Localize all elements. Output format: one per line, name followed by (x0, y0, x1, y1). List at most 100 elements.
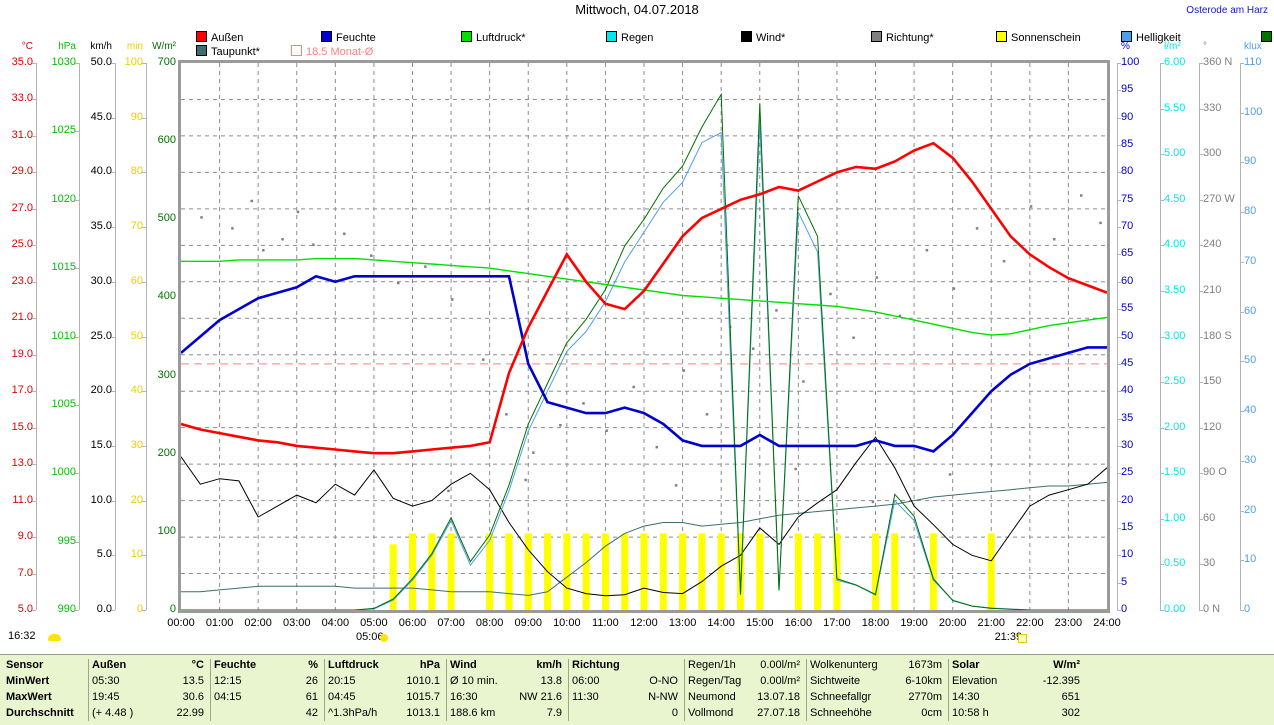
axis-tick-label: 5 (1121, 575, 1128, 588)
x-axis-tick-label: 19:00 (900, 617, 928, 629)
axis-tick-label: 1010 (51, 329, 76, 342)
axis-tick (1240, 610, 1244, 611)
table-cell-value: 13.5 (182, 675, 204, 687)
axis-tick (1199, 564, 1203, 566)
axis-tick-label: 700 (157, 56, 176, 68)
table-cell-key: 20:15 (328, 675, 356, 687)
legend-label: Regen (621, 32, 654, 44)
axis-tick (1240, 361, 1244, 363)
table-cell-key: Regen/Tag (688, 675, 742, 687)
axis-tick (1199, 63, 1203, 64)
legend-label: Feuchte (336, 32, 376, 44)
axis-tick-label: 17.0 (11, 384, 33, 397)
wind-direction-point (802, 380, 805, 383)
legend-swatch (1121, 31, 1132, 42)
axis-rule (79, 63, 80, 610)
wind-direction-point (898, 314, 902, 318)
legend-swatch (196, 45, 207, 56)
axis-tick-label: 20 (1121, 493, 1134, 506)
axis-tick-label: 1.00 (1164, 511, 1186, 524)
axis-tick (32, 135, 36, 137)
table-group-unit: km/h (536, 659, 562, 671)
axis-tick-label: 4.00 (1164, 238, 1186, 251)
legend-item-wind[interactable]: Wind* (741, 31, 785, 44)
axis-unit-right-1: l/m² (1164, 41, 1181, 52)
axis-tick (1240, 460, 1244, 462)
table-group-unit: hPa (419, 659, 440, 671)
legend-swatch (291, 45, 302, 56)
axis-tick (142, 500, 146, 502)
axis-rule (1240, 63, 1241, 610)
table-cell-value: NW 21.6 (519, 691, 562, 703)
axis-tick (1199, 427, 1203, 429)
axis-tick-label: 30 (1244, 453, 1257, 466)
axis-tick (1117, 473, 1121, 475)
table-group-header: Luftdruck (328, 659, 379, 671)
axis-tick (1117, 63, 1121, 64)
sunshine-bar (794, 533, 802, 610)
axis-tick (1199, 610, 1203, 611)
wind-direction-point (481, 358, 485, 361)
axis-tick-label: 25 (1121, 466, 1134, 479)
legend-item-solar[interactable]: Solar (1261, 31, 1274, 44)
sunshine-bar (679, 533, 687, 610)
axis-unit-hPa: hPa (58, 41, 76, 52)
axis-tick-label: 150 (1203, 375, 1222, 388)
axis-tick (32, 281, 36, 283)
axis-tick-label: 60 (1121, 274, 1134, 287)
axis-tick-label: 210 (1203, 283, 1222, 296)
legend-item-richtung[interactable]: Richtung* (871, 31, 934, 44)
table-cell-key: Schneehöhe (810, 707, 872, 719)
chart-plot-area[interactable] (178, 60, 1110, 613)
wind-direction-point (262, 248, 265, 252)
axis-tick (1117, 309, 1121, 311)
table-group-unit: W/m² (1053, 659, 1080, 671)
axis-tick-label: 100 (157, 524, 176, 537)
axis-tick-label: 3.50 (1164, 283, 1186, 296)
axis-tick (1117, 610, 1121, 611)
station-name: Osterode am Harz (1186, 5, 1268, 16)
table-cell-key: 16:30 (450, 691, 478, 703)
axis-tick (1160, 610, 1164, 611)
axis-unit-min: min (126, 41, 143, 52)
legend-item-auen[interactable]: Außen (196, 31, 243, 44)
axis-tick (1117, 145, 1121, 147)
axis-tick-label: 100 (124, 56, 143, 68)
table-cell-key: (+ 4.48 ) (92, 707, 134, 719)
legend-item-regen[interactable]: Regen (606, 31, 653, 44)
legend-item-taupunkt[interactable]: Taupunkt* (196, 45, 260, 58)
axis-tick-label: 300 (157, 368, 176, 381)
legend-swatch (741, 31, 752, 42)
data-series-line (181, 274, 1107, 453)
table-cell-value: 7.9 (546, 707, 562, 719)
axis-tick (1117, 199, 1121, 201)
axis-tick-label: 500 (157, 212, 176, 225)
axis-tick (111, 63, 115, 64)
axis-tick-label: 25.0 (90, 329, 112, 342)
table-cell-key: Vollmond (688, 707, 734, 719)
axis-tick-label: 0.0 (96, 603, 112, 615)
axis-tick-label: 50 (1121, 329, 1134, 342)
axis-tick (1117, 254, 1121, 256)
table-cell-value: 2770m (908, 691, 942, 703)
axis-tick-label: 30 (1121, 438, 1134, 451)
axis-tick (1117, 336, 1121, 338)
axis-tick-label: 0 (1244, 603, 1251, 615)
wind-direction-point (632, 385, 635, 389)
sunshine-bar (698, 533, 706, 610)
axis-tick-label: 0 N (1203, 603, 1221, 615)
axis-unit-kmh: km/h (90, 41, 112, 52)
legend-item-sonnenschein[interactable]: Sonnenschein (996, 31, 1081, 44)
axis-unit-right-0: % (1121, 41, 1130, 52)
wind-direction-point (794, 467, 797, 471)
axis-tick-label: 80 (130, 165, 143, 178)
legend-item-feuchte[interactable]: Feuchte (321, 31, 376, 44)
axis-tick-label: 90 (130, 110, 143, 123)
legend-label: Sonnenschein (1011, 32, 1081, 44)
x-axis-tick-label: 18:00 (861, 617, 890, 629)
legend-item-helligkeit[interactable]: Helligkeit (1121, 31, 1181, 44)
legend-item-luftdruck[interactable]: Luftdruck* (461, 31, 526, 44)
axis-tick-label: 990 (57, 603, 76, 615)
legend-item-185monat[interactable]: 18.5 Monat-Ø (291, 45, 373, 58)
x-axis-tick-label: 24:00 (1093, 617, 1121, 629)
